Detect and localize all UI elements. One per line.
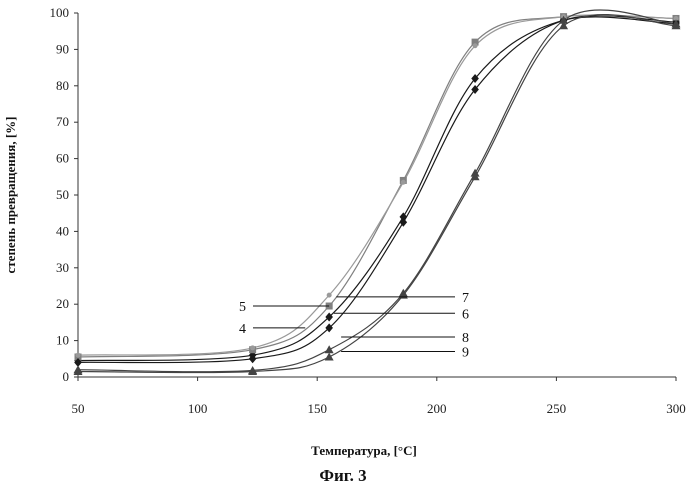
series-markers [74,13,681,375]
series-7-point [327,293,332,298]
y-tick-label: 10 [56,333,69,348]
y-axis-title: степень превращения, [%] [3,117,18,274]
x-tick-label: 50 [72,401,85,416]
series-7-point [250,345,255,350]
y-tick-label: 80 [56,78,69,93]
x-tick-label: 100 [188,401,208,416]
series-8-line [78,10,676,372]
y-tick-label: 30 [56,260,69,275]
y-tick-label: 70 [56,114,69,129]
y-tick-label: 20 [56,296,69,311]
series-7-point [473,43,478,48]
x-tick-label: 300 [666,401,686,416]
y-tick-label: 50 [56,187,69,202]
annotation-label-9: 9 [462,346,469,361]
annotation-label-6: 6 [462,307,469,322]
annotation-label-8: 8 [462,331,469,346]
y-tick-label: 100 [50,5,70,20]
annotation-label-4: 4 [239,322,246,337]
series-4-line [78,17,676,361]
series-7-line [78,15,676,355]
series-curves [78,10,676,373]
series-6-point [400,218,408,227]
series-7-point [401,180,406,185]
x-tick-label: 200 [427,401,447,416]
series-6-line [78,16,676,363]
series-5-line [78,15,676,357]
series-8-point [325,345,334,353]
y-tick-label: 0 [63,369,70,384]
series-7-point [76,353,81,358]
y-tick-label: 40 [56,223,69,238]
figure-caption: Фиг. 3 [319,466,366,485]
x-axis-title: Температура, [°C] [311,443,417,458]
x-tick-label: 150 [307,401,327,416]
curve-annotations: 5 4 76 89 [239,291,469,361]
y-tick-label: 60 [56,151,69,166]
y-tick-label: 90 [56,41,69,56]
annotation-label-5: 5 [239,300,246,315]
x-tick-label: 250 [547,401,567,416]
annotation-label-7: 7 [462,291,469,306]
series-9-point [325,352,334,360]
